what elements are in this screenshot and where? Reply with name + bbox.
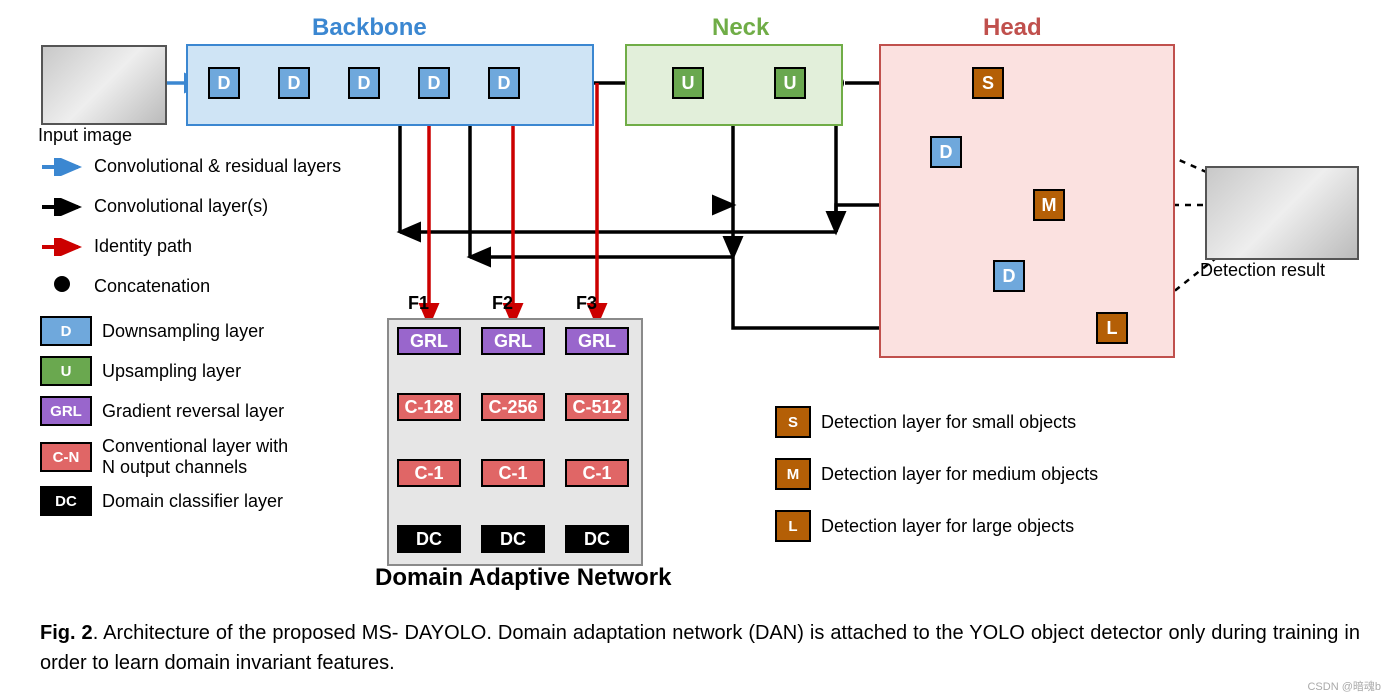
block-d5: D: [488, 67, 520, 99]
block-c1b: C-1: [481, 459, 545, 487]
block-dh2: D: [993, 260, 1025, 292]
panel-neck: [625, 44, 843, 126]
block-grl3: GRL: [565, 327, 629, 355]
output-image: [1205, 166, 1359, 260]
block-cn1: C-128: [397, 393, 461, 421]
block-c1a: C-1: [397, 459, 461, 487]
legend-left-4: DDownsampling layer: [40, 316, 264, 346]
input-image-caption: Input image: [38, 125, 132, 146]
block-d3: D: [348, 67, 380, 99]
block-u1: U: [672, 67, 704, 99]
panel-backbone: [186, 44, 594, 126]
feature-label-f1: F1: [408, 293, 429, 314]
block-cn3: C-512: [565, 393, 629, 421]
figure-caption: Fig. 2. Architecture of the proposed MS-…: [40, 618, 1360, 678]
legend-left-2: Identity path: [40, 236, 192, 257]
block-d1: D: [208, 67, 240, 99]
block-l: L: [1096, 312, 1128, 344]
title-head: Head: [983, 14, 1042, 42]
legend-left-7: C-NConventional layer with N output chan…: [40, 436, 288, 478]
block-dc3: DC: [565, 525, 629, 553]
watermark: CSDN @暗魂b: [1307, 678, 1381, 694]
title-backbone: Backbone: [312, 14, 427, 42]
title-neck: Neck: [712, 14, 769, 42]
block-grl2: GRL: [481, 327, 545, 355]
legend-left-8: DCDomain classifier layer: [40, 486, 283, 516]
legend-right-0: SDetection layer for small objects: [775, 406, 1076, 438]
block-m: M: [1033, 189, 1065, 221]
input-image: [41, 45, 167, 125]
legend-right-1: MDetection layer for medium objects: [775, 458, 1098, 490]
block-u2: U: [774, 67, 806, 99]
output-image-caption: Detection result: [1200, 260, 1325, 281]
block-grl1: GRL: [397, 327, 461, 355]
block-dc1: DC: [397, 525, 461, 553]
title-dan: Domain Adaptive Network: [375, 564, 672, 592]
legend-left-0: Convolutional & residual layers: [40, 156, 341, 177]
block-s: S: [972, 67, 1004, 99]
block-dc2: DC: [481, 525, 545, 553]
diagram-stage: Backbone Neck Head Domain Adaptive Network I…: [0, 0, 1393, 700]
legend-left-1: Convolutional layer(s): [40, 196, 268, 217]
block-cn2: C-256: [481, 393, 545, 421]
block-c1c: C-1: [565, 459, 629, 487]
block-d4: D: [418, 67, 450, 99]
legend-left-6: GRLGradient reversal layer: [40, 396, 284, 426]
legend-right-2: LDetection layer for large objects: [775, 510, 1074, 542]
feature-label-f2: F2: [492, 293, 513, 314]
feature-label-f3: F3: [576, 293, 597, 314]
legend-left-3: Concatenation: [40, 276, 210, 297]
block-dh1: D: [930, 136, 962, 168]
panel-head: [879, 44, 1175, 358]
block-d2: D: [278, 67, 310, 99]
legend-left-5: UUpsampling layer: [40, 356, 241, 386]
